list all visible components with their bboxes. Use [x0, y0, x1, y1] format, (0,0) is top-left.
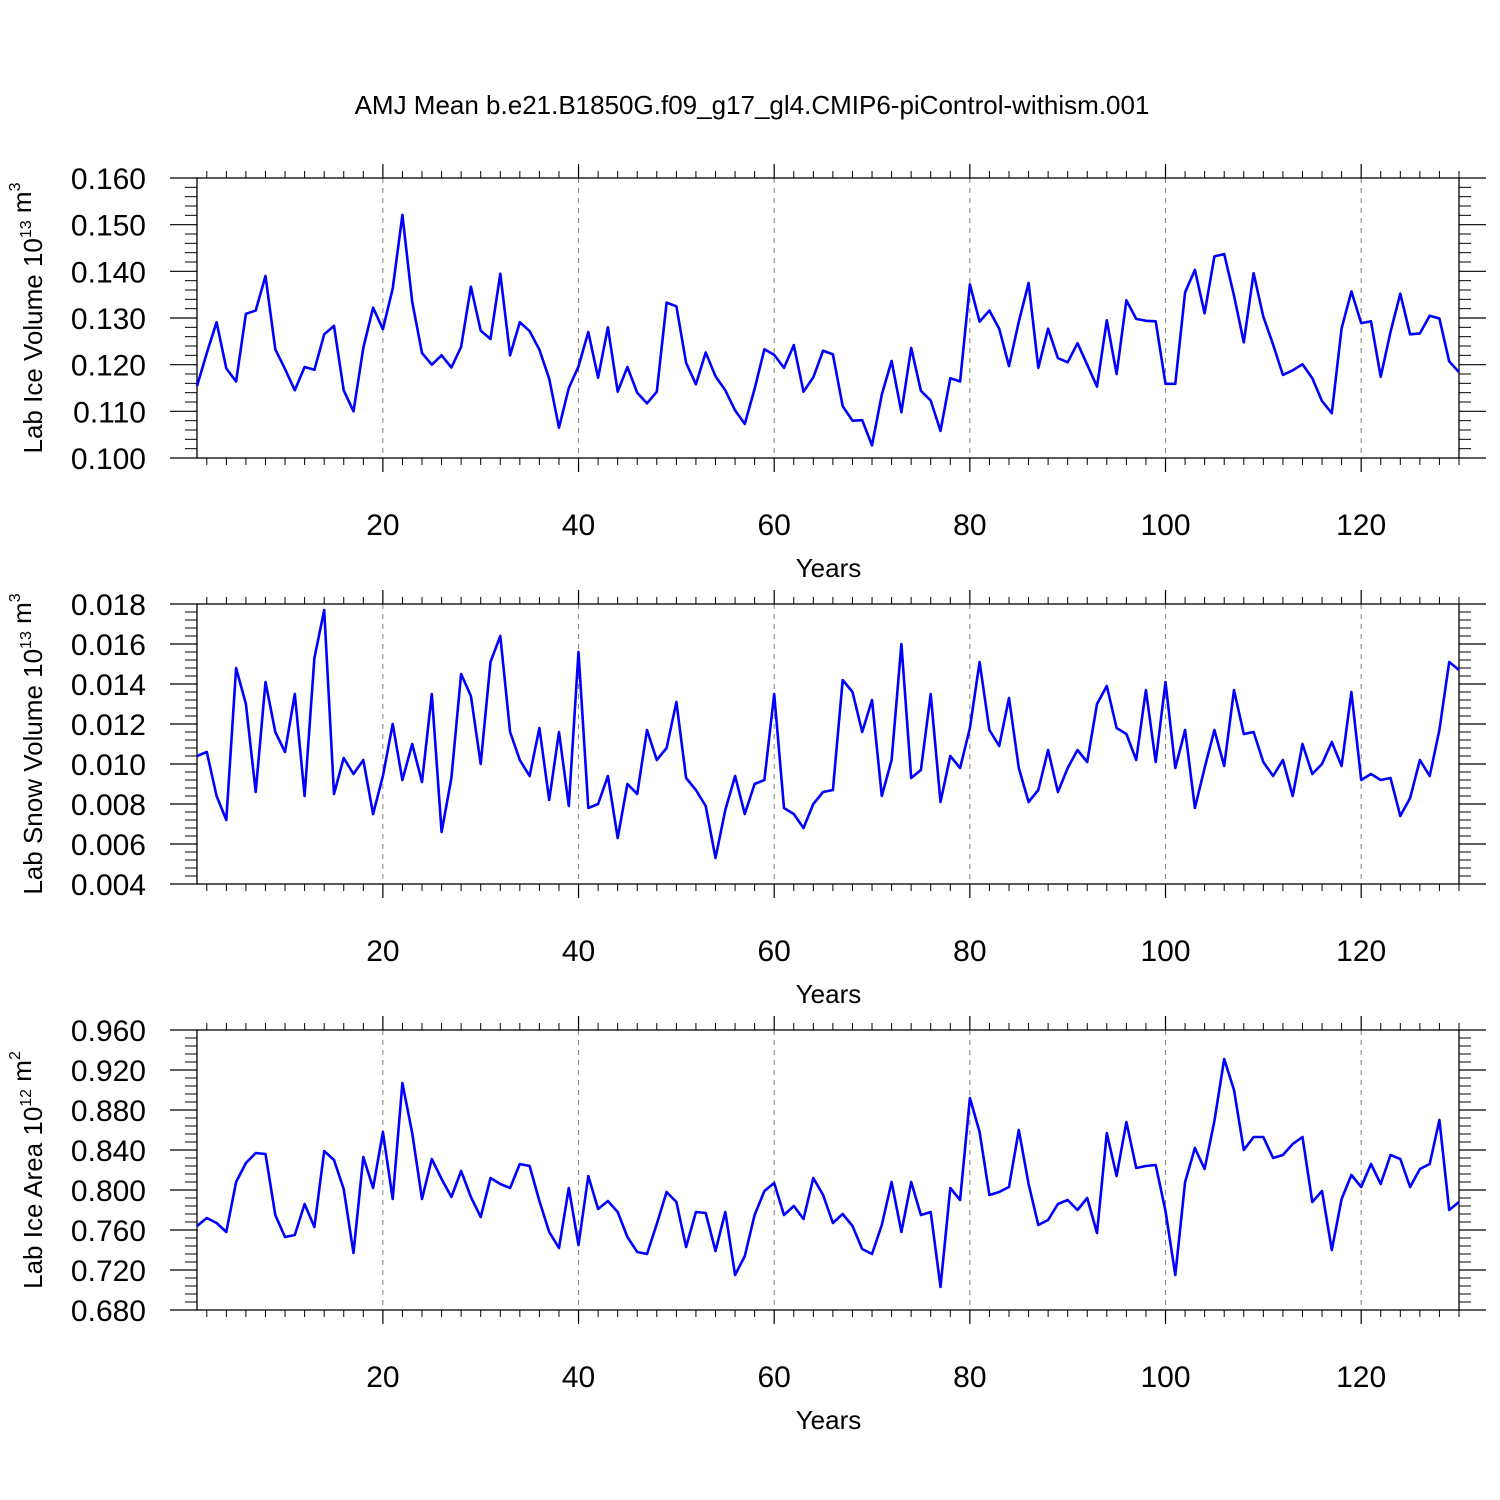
y-tick-label: 0.008: [71, 789, 146, 822]
series-line: [196, 608, 1460, 860]
y-tick-label: 0.160: [71, 163, 146, 196]
y-axis-title: Lab Ice Area 1012 m2: [7, 1051, 48, 1289]
x-axis-title: Years: [796, 553, 862, 583]
y-axis-title: Lab Ice Volume 1013 m3: [7, 182, 48, 453]
series-line: [196, 1057, 1460, 1289]
plot-frame: [196, 1029, 1460, 1311]
y-tick-label: 0.004: [71, 869, 146, 902]
x-tick-label: 40: [562, 935, 595, 968]
y-tick-label: 0.120: [71, 350, 146, 383]
y-tick-label: 0.760: [71, 1215, 146, 1248]
y-tick-label: 0.110: [73, 396, 146, 429]
x-tick-label: 80: [953, 1361, 986, 1394]
y-tick-label: 0.880: [71, 1095, 146, 1128]
y-tick-label: 0.130: [71, 303, 146, 336]
x-tick-label: 100: [1140, 935, 1190, 968]
x-axis-title: Years: [796, 979, 862, 1009]
x-tick-label: 60: [758, 1361, 791, 1394]
y-tick-label: 0.960: [71, 1015, 146, 1048]
y-tick-label: 0.920: [71, 1055, 146, 1088]
x-tick-label: 80: [953, 935, 986, 968]
x-tick-label: 60: [758, 935, 791, 968]
x-tick-label: 20: [366, 935, 399, 968]
plot-frame: [196, 177, 1460, 459]
y-tick-label: 0.018: [71, 589, 146, 622]
chart-panel-3: 0.680 0.720 0.760 0.800 0.840 0.880 0.920 0.960…: [7, 1015, 1486, 1435]
y-tick-label: 0.016: [71, 629, 146, 662]
x-tick-label: 100: [1140, 1361, 1190, 1394]
x-tick-label: 100: [1140, 509, 1190, 542]
x-tick-label: 120: [1336, 935, 1386, 968]
y-tick-label: 0.006: [71, 829, 146, 862]
y-tick-label: 0.012: [71, 709, 146, 742]
series-line: [195, 213, 1460, 447]
x-tick-label: 80: [953, 509, 986, 542]
x-tick-label: 40: [562, 509, 595, 542]
y-tick-label: 0.010: [71, 749, 146, 782]
y-tick-label: 0.100: [71, 443, 146, 476]
x-axis-title: Years: [796, 1405, 862, 1435]
y-tick-label: 0.014: [71, 669, 146, 702]
chart-panel-1: 0.100 0.110 0.120 0.130 0.140 0.150 0.160 20 40 6…: [7, 163, 1486, 583]
x-tick-label: 60: [758, 509, 791, 542]
y-tick-label: 0.720: [71, 1255, 146, 1288]
y-tick-label: 0.800: [71, 1175, 146, 1208]
x-tick-label: 120: [1336, 509, 1386, 542]
x-tick-label: 120: [1336, 1361, 1386, 1394]
chart-panel-2: 0.004 0.006 0.008 0.010 0.012 0.014 0.016 0.018…: [7, 589, 1486, 1009]
x-tick-label: 20: [366, 509, 399, 542]
x-tick-label: 20: [366, 1361, 399, 1394]
y-tick-label: 0.140: [71, 256, 146, 289]
y-tick-label: 0.150: [71, 210, 146, 243]
y-axis-title: Lab Snow Volume 1013 m3: [7, 593, 48, 894]
y-tick-label: 0.680: [71, 1295, 146, 1328]
plot-frame: [196, 603, 1460, 885]
x-tick-label: 40: [562, 1361, 595, 1394]
chart-title: AMJ Mean b.e21.B1850G.f09_g17_gl4.CMIP6-…: [355, 90, 1150, 120]
y-tick-label: 0.840: [71, 1135, 146, 1168]
